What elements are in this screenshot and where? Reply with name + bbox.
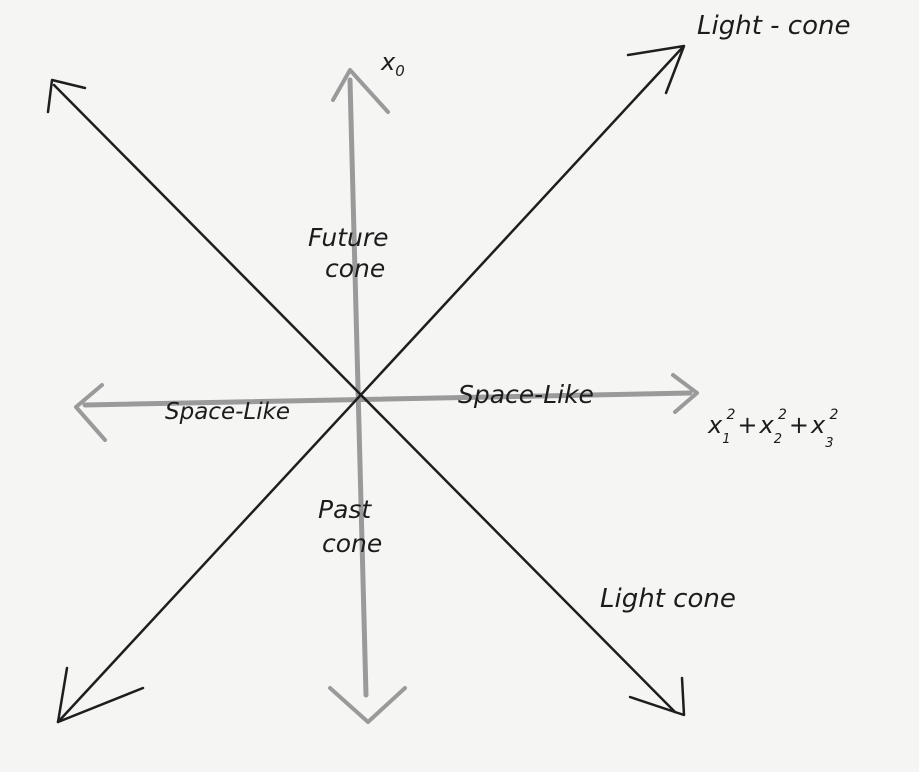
past-cone-label-line2: cone (322, 529, 382, 558)
space-axis-arrow-left (74, 383, 107, 442)
light-cone-diagonal-1 (52, 83, 677, 714)
time-axis-arrow-up (331, 68, 390, 114)
light-cone-arrow-bottom-left (56, 666, 145, 724)
light-cone-lines (46, 44, 686, 724)
space-axis-arrow-right (671, 373, 699, 414)
future-cone-label-line2: cone (325, 254, 385, 283)
past-cone-label-line1: Past (318, 495, 372, 524)
space-like-left-label: Space-Like (165, 399, 290, 425)
space-axis-line (82, 390, 693, 408)
light-cone-bottom-label: Light cone (600, 584, 736, 614)
time-axis-line (347, 77, 369, 698)
time-axis-label: x0 (380, 48, 405, 80)
time-axis (328, 68, 407, 724)
future-cone-label-line1: Future (308, 223, 389, 252)
light-cone-top-label: Light - cone (697, 11, 850, 41)
light-cone-arrow-top-left (46, 78, 87, 114)
space-axis-label: x12+x22+x32 (707, 407, 839, 451)
space-axis (74, 373, 699, 442)
time-axis-arrow-down (328, 686, 407, 724)
light-cone-arrow-bottom-right (628, 676, 686, 717)
space-like-right-label: Space-Like (458, 380, 594, 409)
light-cone-arrow-top-right (626, 44, 686, 95)
light-cone-diagonal-2 (56, 46, 684, 724)
